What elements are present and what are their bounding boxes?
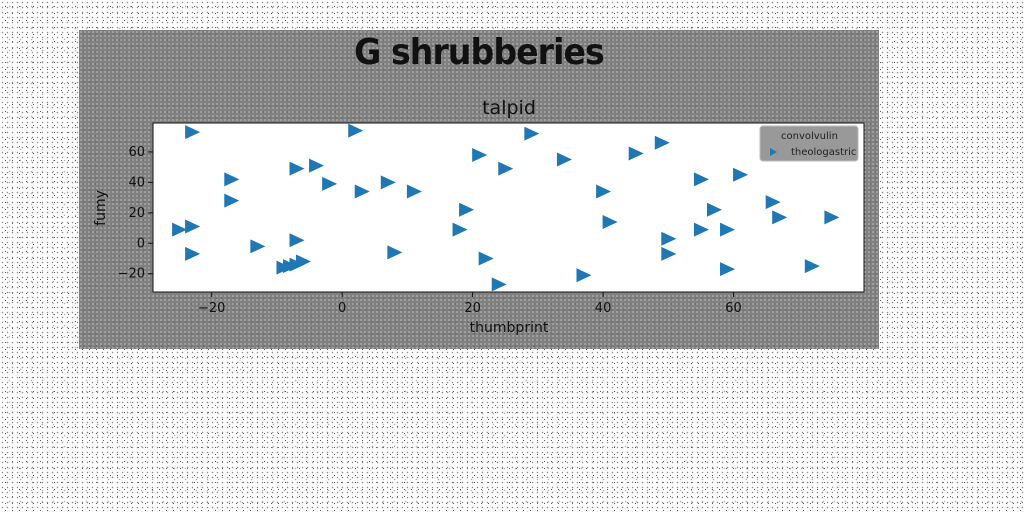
data-point-theologastric-13 — [289, 257, 305, 272]
data-point-theologastric-26 — [524, 126, 540, 141]
legend: convolvulin theologastric — [759, 125, 859, 162]
legend-marker-theologastric — [770, 148, 777, 156]
data-point-theologastric-21 — [459, 202, 475, 217]
data-point-theologastric-33 — [661, 231, 677, 246]
data-point-theologastric-5 — [224, 193, 240, 208]
data-point-theologastric-3 — [185, 246, 201, 261]
plot-title: talpid — [482, 97, 536, 119]
data-point-theologastric-31 — [628, 146, 644, 161]
data-point-theologastric-4 — [224, 172, 240, 187]
legend-label-convolvulin: convolvulin — [781, 131, 838, 142]
y-tick-label-1: 0 — [137, 236, 145, 251]
data-point-theologastric-37 — [706, 202, 722, 217]
data-point-theologastric-1 — [172, 222, 188, 237]
data-point-theologastric-44 — [824, 210, 840, 225]
data-point-theologastric-32 — [654, 135, 670, 150]
data-point-theologastric-23 — [478, 251, 494, 266]
data-point-theologastric-29 — [596, 184, 612, 199]
legend-box — [759, 125, 859, 162]
data-point-theologastric-0 — [185, 125, 201, 140]
data-point-theologastric-18 — [387, 245, 403, 260]
y-tick-label-0: −20 — [118, 267, 145, 282]
data-point-theologastric-42 — [772, 210, 788, 225]
data-point-theologastric-12 — [276, 260, 292, 275]
x-axis-ticks: −20 0 20 40 60 — [198, 292, 742, 316]
x-axis-label: thumbprint — [470, 320, 549, 336]
data-point-theologastric-14 — [322, 176, 338, 191]
x-tick-label-1: 0 — [338, 301, 346, 316]
y-axis-label: fumy — [93, 190, 109, 226]
data-point-theologastric-6 — [250, 239, 266, 254]
data-point-theologastric-27 — [556, 152, 572, 167]
y-tick-label-4: 60 — [128, 145, 145, 160]
data-point-theologastric-36 — [693, 172, 709, 187]
data-point-theologastric-38 — [720, 222, 736, 237]
data-point-theologastric-2 — [185, 219, 201, 234]
x-tick-label-4: 60 — [725, 301, 742, 316]
data-point-theologastric-30 — [602, 214, 618, 229]
figure-suptitle: G shrubberies — [354, 32, 605, 73]
data-point-theologastric-15 — [348, 123, 364, 138]
data-point-theologastric-25 — [498, 161, 514, 176]
data-point-theologastric-39 — [720, 262, 736, 277]
data-point-theologastric-9 — [289, 233, 305, 248]
data-point-theologastric-8 — [309, 158, 325, 173]
data-point-theologastric-41 — [765, 195, 781, 210]
x-tick-label-3: 40 — [595, 301, 612, 316]
y-tick-label-2: 20 — [128, 206, 145, 221]
data-point-theologastric-43 — [804, 259, 820, 274]
x-tick-label-0: −20 — [198, 301, 225, 316]
data-point-theologastric-40 — [733, 167, 749, 182]
data-point-theologastric-7 — [289, 161, 305, 176]
data-point-theologastric-22 — [472, 147, 488, 162]
data-point-theologastric-35 — [693, 222, 709, 237]
data-point-theologastric-16 — [354, 184, 370, 199]
data-point-theologastric-34 — [661, 246, 677, 261]
x-tick-label-2: 20 — [464, 301, 481, 316]
data-point-theologastric-28 — [576, 268, 592, 283]
figure-panel: G shrubberies talpid −20 0 20 40 60 −20 0 20 40… — [79, 30, 879, 349]
legend-label-theologastric: theologastric — [791, 147, 856, 158]
data-point-theologastric-17 — [380, 175, 396, 190]
plot-area — [152, 122, 865, 293]
data-point-theologastric-19 — [406, 184, 422, 199]
y-axis-ticks: −20 0 20 40 60 — [118, 145, 153, 282]
data-point-theologastric-24 — [491, 277, 507, 292]
data-points — [172, 123, 840, 292]
y-tick-label-3: 40 — [128, 175, 145, 190]
data-point-theologastric-20 — [452, 222, 468, 237]
